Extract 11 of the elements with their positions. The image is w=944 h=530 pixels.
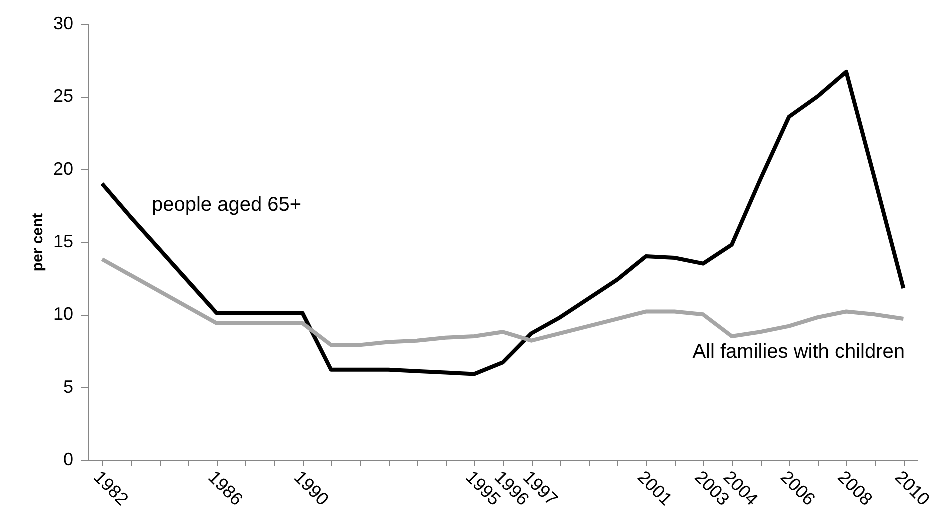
series-label: people aged 65+ [152,194,302,216]
y-axis-title: per cent [29,213,46,272]
y-tick-label: 10 [53,304,74,324]
y-tick-label: 20 [53,158,74,179]
y-tick-label: 30 [53,14,74,34]
y-tick-label: 5 [63,376,74,397]
y-tick-label: 15 [53,232,74,252]
series-label: All families with children [692,341,905,363]
y-tick-label: 0 [63,450,74,470]
y-tick-label: 25 [53,86,74,106]
line-series [100,70,906,376]
